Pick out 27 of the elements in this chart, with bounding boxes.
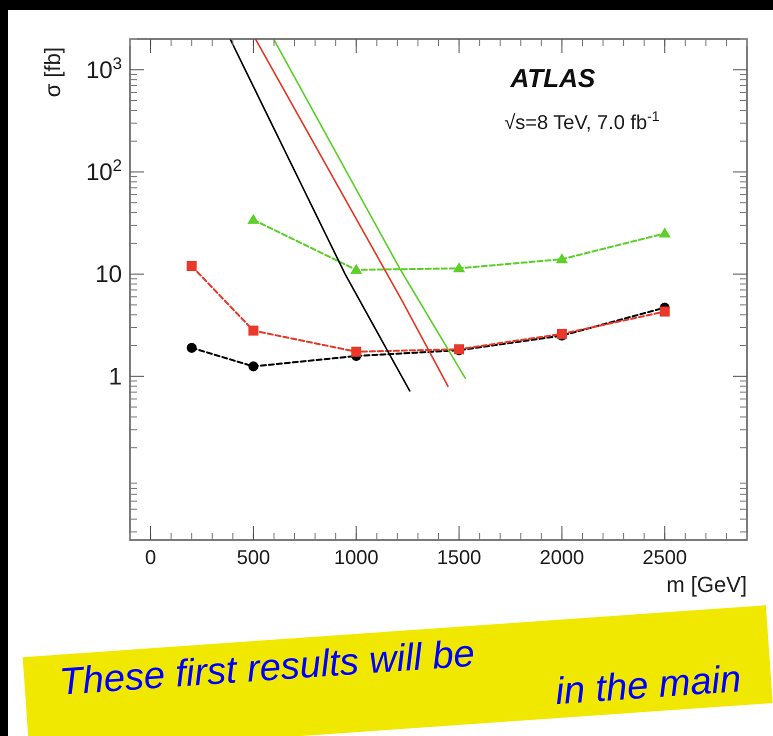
point: [186, 342, 197, 353]
x-tick-label: 1500: [436, 547, 482, 569]
point: [186, 261, 197, 272]
point: [453, 262, 466, 272]
y-tick-label: 10: [95, 261, 122, 288]
point: [658, 227, 671, 238]
x-axis-title: m [GeV]: [666, 572, 747, 597]
point: [247, 214, 260, 224]
point: [248, 326, 258, 336]
point: [248, 361, 258, 372]
annotation: √s=8 TeV, 7.0 fb$^{-1}$: [504, 108, 660, 134]
text: These first results will be: [58, 632, 476, 704]
point: [556, 253, 568, 264]
y-axis-title: σ [fb]: [40, 47, 65, 98]
point: [351, 346, 362, 357]
x-tick-label: 2500: [642, 547, 687, 569]
annotation: ATLAS: [509, 63, 596, 93]
x-tick-label: 1000: [334, 547, 378, 569]
y-tick-label: 10$^{2}$: [86, 155, 122, 186]
text: in the main: [554, 658, 742, 714]
y-tick-label: 1: [108, 363, 122, 390]
point: [660, 306, 670, 317]
point: [350, 264, 362, 274]
x-tick-label: 500: [236, 547, 270, 569]
x-tick-label: 0: [145, 547, 156, 569]
y-tick-label: 10$^{3}$: [86, 53, 122, 84]
x-tick-label: 2000: [540, 547, 584, 569]
